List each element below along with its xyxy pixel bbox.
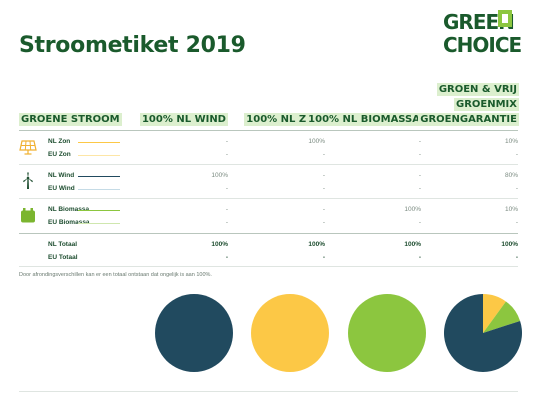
- pie-slice: [444, 294, 522, 372]
- row-label: EU Biomassa: [48, 219, 90, 226]
- row-label: EU Wind: [48, 185, 75, 192]
- row-label: NL Wind: [48, 172, 75, 179]
- row-header-label: GROENE STROOM: [19, 113, 122, 126]
- table-cell: -: [322, 151, 325, 158]
- pie-chart-biomassa: [348, 294, 426, 372]
- table-cell: -: [418, 172, 421, 179]
- legend-swatch: [78, 176, 120, 177]
- table-cell: -: [225, 151, 228, 158]
- pie-chart-zon: [251, 294, 329, 372]
- logo-square-icon: [498, 10, 512, 27]
- total-cell: -: [418, 254, 421, 261]
- table-cell: 80%: [504, 172, 518, 179]
- legend-swatch: [78, 142, 120, 143]
- table-cell: -: [515, 151, 518, 158]
- table-cell: -: [225, 219, 228, 226]
- column-header-mix-line-1: GROEN & VRIJ: [436, 83, 519, 96]
- pie-chart-mix: [444, 294, 522, 372]
- table-cell: -: [418, 219, 421, 226]
- group-divider: [19, 198, 518, 199]
- legend-swatch: [78, 155, 120, 156]
- total-cell: -: [515, 254, 518, 261]
- table-cell: -: [322, 206, 325, 213]
- table-cell: -: [322, 172, 325, 179]
- legend-swatch: [78, 210, 120, 211]
- column-header-zon: 100% NL ZON: [244, 113, 325, 126]
- pie-chart-wind: [155, 294, 233, 372]
- table-cell: 10%: [504, 138, 518, 145]
- group-divider: [19, 164, 518, 165]
- total-cell: 100%: [501, 241, 518, 248]
- table-cell: -: [225, 138, 228, 145]
- table-cell: -: [515, 219, 518, 226]
- totals-bottom-divider: [19, 266, 518, 267]
- total-label: NL Totaal: [48, 241, 78, 248]
- table-cell: -: [515, 185, 518, 192]
- table-cell: -: [225, 206, 228, 213]
- table-cell: 100%: [308, 138, 325, 145]
- table-cell: -: [225, 185, 228, 192]
- table-cell: -: [322, 185, 325, 192]
- pie-slice: [155, 294, 233, 372]
- column-header-biomassa: 100% NL BIOMASSA: [306, 113, 422, 126]
- legend-swatch: [78, 223, 120, 224]
- solar-panel-icon: [19, 140, 37, 155]
- wind-turbine-icon: [23, 172, 33, 189]
- total-cell: -: [225, 254, 228, 261]
- table-cell: 100%: [404, 206, 421, 213]
- table-cell: 10%: [504, 206, 518, 213]
- logo-line-2: CHOICE: [443, 33, 522, 57]
- table-cell: -: [418, 138, 421, 145]
- column-header-wind: 100% NL WIND: [139, 113, 228, 126]
- row-label: NL Biomassa: [48, 206, 90, 213]
- logo-line-1: GREEN: [443, 10, 515, 34]
- row-label: NL Zon: [48, 138, 71, 145]
- total-cell: 100%: [211, 241, 228, 248]
- legend-swatch: [78, 189, 120, 190]
- greenchoice-logo: GREEN CHOICE: [443, 10, 522, 60]
- table-cell: -: [322, 219, 325, 226]
- pie-slice: [483, 294, 506, 333]
- row-label: EU Zon: [48, 151, 71, 158]
- page-title: Stroometiket 2019: [19, 33, 246, 58]
- header-divider: [19, 130, 518, 131]
- total-cell: 100%: [404, 241, 421, 248]
- column-header-mix-line-2: GROENMIX: [454, 98, 519, 111]
- biomass-icon: [21, 208, 35, 223]
- total-cell: -: [322, 254, 325, 261]
- page-bottom-divider: [19, 391, 518, 392]
- table-cell: -: [418, 185, 421, 192]
- footnote: Door afrondingsverschillen kan er een to…: [19, 272, 212, 278]
- table-cell: 100%: [211, 172, 228, 179]
- totals-divider: [19, 233, 518, 234]
- pie-slice: [348, 294, 426, 372]
- total-label: EU Totaal: [48, 254, 78, 261]
- pie-slice: [251, 294, 329, 372]
- column-header-mix-line-3: GROENGARANTIE: [418, 113, 519, 126]
- total-cell: 100%: [308, 241, 325, 248]
- table-cell: -: [418, 151, 421, 158]
- pie-slice: [483, 301, 521, 333]
